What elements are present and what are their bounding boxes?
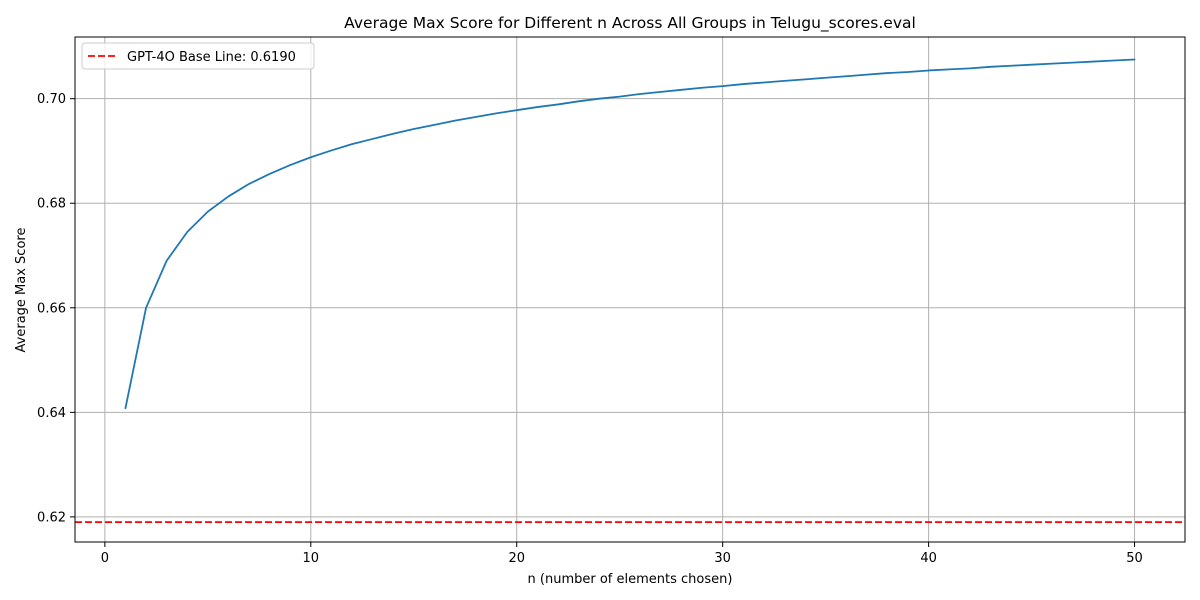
x-tick-label: 40 <box>920 551 937 566</box>
grid-layer <box>75 37 1185 542</box>
y-axis-title: Average Max Score <box>14 228 29 353</box>
y-tick-label: 0.70 <box>37 92 66 107</box>
y-tick-label: 0.64 <box>37 406 66 421</box>
legend-box <box>81 42 315 70</box>
tick-layer: 0 10 20 30 40 50 0.62 0.64 0.66 0.68 0.70 <box>37 92 1143 566</box>
x-tick-label: 20 <box>508 551 525 566</box>
y-tick-label: 0.66 <box>37 301 66 316</box>
x-tick-label: 50 <box>1126 551 1143 566</box>
y-tick-label: 0.62 <box>37 510 66 525</box>
legend-label-baseline: GPT-4O Base Line: 0.6190 <box>127 50 296 65</box>
x-axis-title: n (number of elements chosen) <box>528 572 733 587</box>
plot-frame <box>74 36 1186 543</box>
series-line <box>124 58 1136 410</box>
series-layer <box>124 58 1136 410</box>
y-tick-label: 0.68 <box>37 197 66 212</box>
chart-title: Average Max Score for Different n Across… <box>344 14 916 33</box>
x-tick-label: 0 <box>101 551 109 566</box>
legend: GPT-4O Base Line: 0.6190 <box>81 42 315 70</box>
x-tick-label: 30 <box>714 551 731 566</box>
x-tick-label: 10 <box>303 551 320 566</box>
